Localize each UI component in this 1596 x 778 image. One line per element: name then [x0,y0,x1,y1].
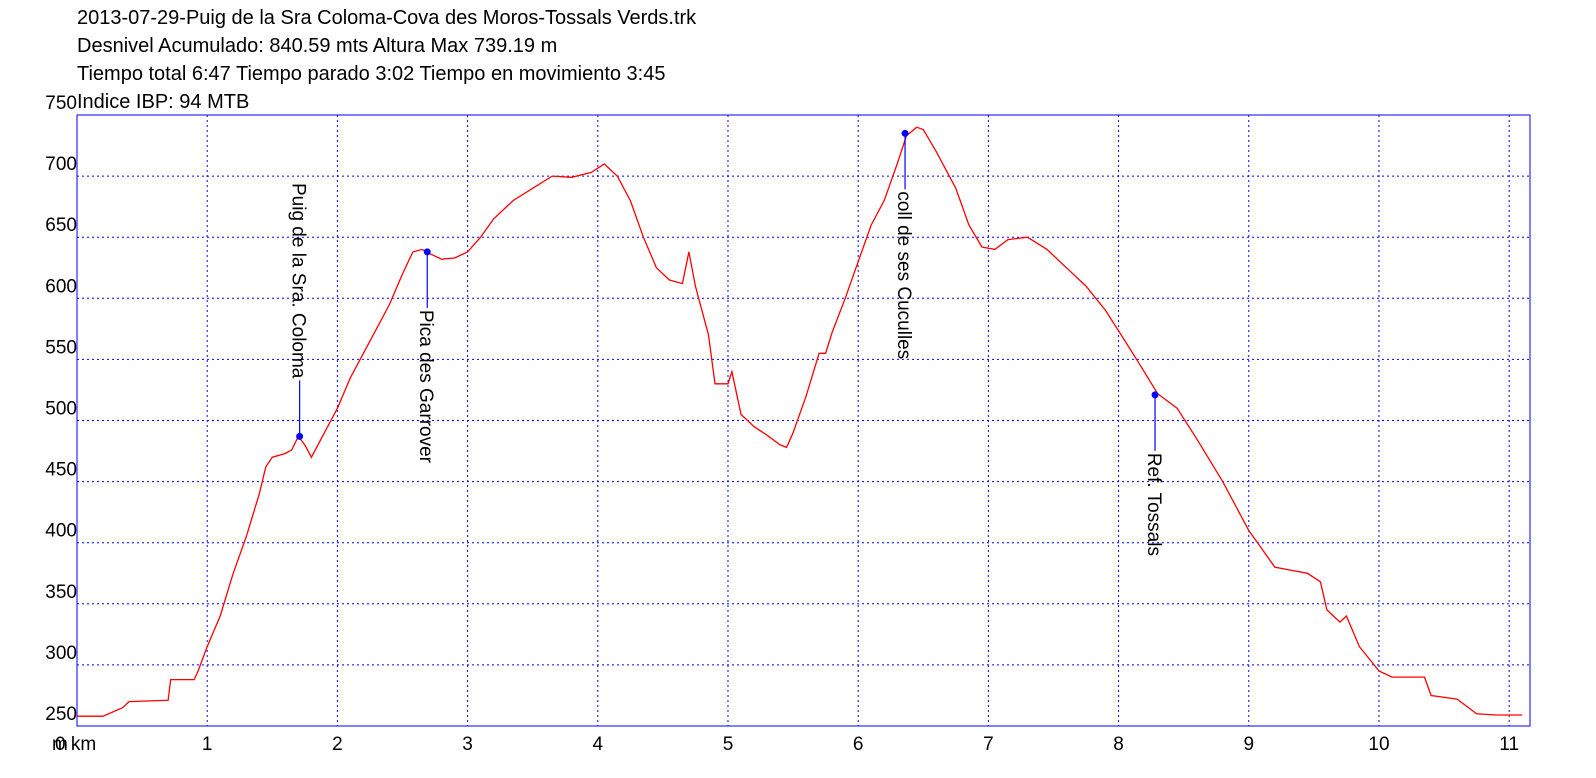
y-tick-label: 650 [45,215,77,236]
x-tick-label: 11 [1499,734,1519,755]
y-tick-label: 700 [45,154,77,175]
y-tick-label: 400 [45,521,77,542]
x-tick-label: 0 km [55,734,96,755]
title-line: Tiempo total 6:47 Tiempo parado 3:02 Tie… [77,63,666,85]
waypoint-marker [296,432,304,440]
x-tick-label: 2 [332,734,343,755]
y-tick-label: 500 [45,399,77,420]
x-tick-label: 5 [723,734,734,755]
waypoint-marker [901,129,909,137]
annotation-label: Puig de la Sra. Coloma [288,183,309,379]
waypoint-marker [1151,391,1159,399]
annotation-label: coll de ses Cuculles [893,191,914,359]
x-tick-label: 10 [1368,734,1389,755]
elevation-line [77,126,1523,717]
title-line: 2013-07-29-Puig de la Sra Coloma-Cova de… [77,7,697,29]
x-tick-label: 8 [1113,734,1124,755]
x-tick-label: 3 [462,734,473,755]
y-tick-label: 350 [45,582,77,603]
x-tick-label: 9 [1243,734,1254,755]
title-line: Desnivel Acumulado: 840.59 mts Altura Ma… [77,35,557,57]
annotation-label: Ref. Tossals [1143,453,1164,556]
x-tick-label: 6 [853,734,864,755]
x-tick-label: 4 [592,734,603,755]
y-tick-label: 750 [45,93,77,114]
y-tick-label: 300 [45,643,77,664]
x-tick-label: 1 [202,734,213,755]
annotation-label: Pica des Garrover [415,310,436,464]
y-tick-label: 250 [45,704,77,725]
waypoint-marker [423,248,431,256]
y-tick-label: 450 [45,460,77,481]
title-line: Indice IBP: 94 MTB [77,91,249,113]
y-tick-label: 550 [45,337,77,358]
x-tick-label: 7 [983,734,994,755]
y-tick-label: 600 [45,276,77,297]
plot-frame [76,114,1531,727]
y-unit: m [52,734,68,755]
